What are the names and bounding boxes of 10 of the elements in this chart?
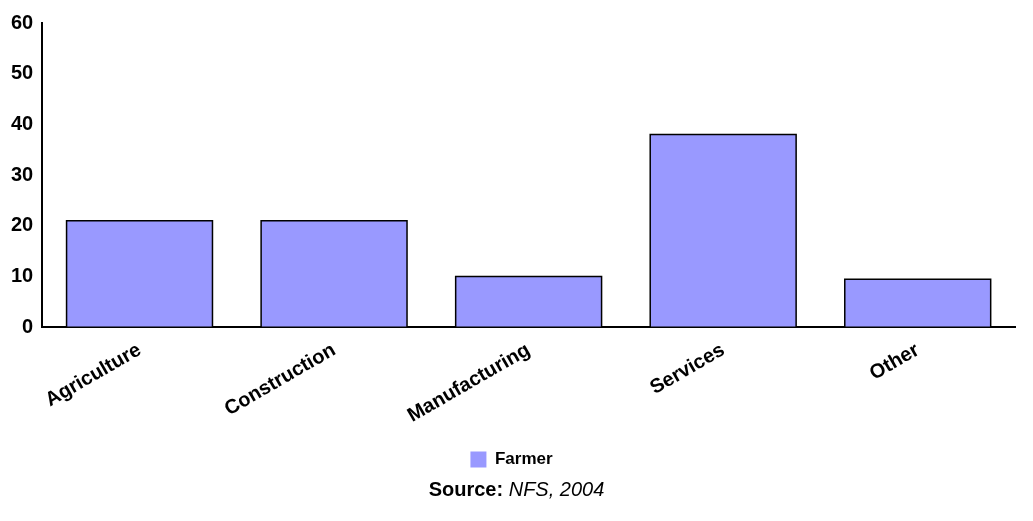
x-tick-label: Other — [865, 337, 923, 384]
y-tick-label: 50 — [11, 61, 34, 84]
y-tick-label: 60 — [11, 10, 34, 33]
y-tick-label: 20 — [11, 213, 34, 236]
y-tick-label: 10 — [11, 264, 34, 287]
y-tick-label: 40 — [11, 111, 34, 134]
y-tick-label: 30 — [11, 162, 34, 185]
y-tick-label: 0 — [22, 314, 34, 337]
legend-label: Farmer — [494, 449, 553, 469]
source-note: Source: NFS, 2004 — [428, 478, 605, 500]
